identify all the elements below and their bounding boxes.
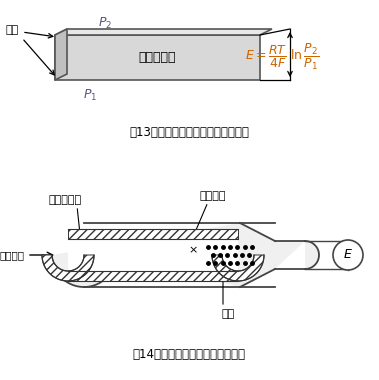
Circle shape [333, 240, 363, 270]
Text: 電極: 電極 [5, 25, 18, 35]
Polygon shape [42, 255, 94, 281]
Polygon shape [55, 29, 67, 80]
Text: 基準ガス: 基準ガス [200, 191, 226, 201]
Text: $P_1$: $P_1$ [83, 87, 97, 103]
Text: ジルコニア: ジルコニア [49, 195, 82, 205]
Bar [68, 271, 238, 281]
Text: $E = \dfrac{RT}{4F}\ \ln\dfrac{P_2}{P_1}$: $E = \dfrac{RT}{4F}\ \ln\dfrac{P_2}{P_1}… [245, 42, 319, 72]
Polygon shape [55, 29, 272, 35]
Bar [68, 229, 238, 239]
Text: 図14　濃淡電池法酸素センサの例: 図14 濃淡電池法酸素センサの例 [133, 348, 246, 361]
Polygon shape [52, 223, 319, 287]
Text: $P_2$: $P_2$ [98, 16, 112, 30]
Bar [68, 239, 238, 271]
Polygon shape [212, 255, 264, 281]
Text: ジルコニア: ジルコニア [139, 51, 176, 64]
Polygon shape [55, 35, 260, 80]
Text: 電極: 電極 [221, 309, 235, 319]
Text: 図13　濃淡電池法酸素計測器の原理: 図13 濃淡電池法酸素計測器の原理 [129, 126, 249, 139]
Text: $E$: $E$ [343, 249, 353, 261]
Text: 試料ガス: 試料ガス [0, 250, 24, 260]
Text: ×: × [188, 245, 198, 255]
